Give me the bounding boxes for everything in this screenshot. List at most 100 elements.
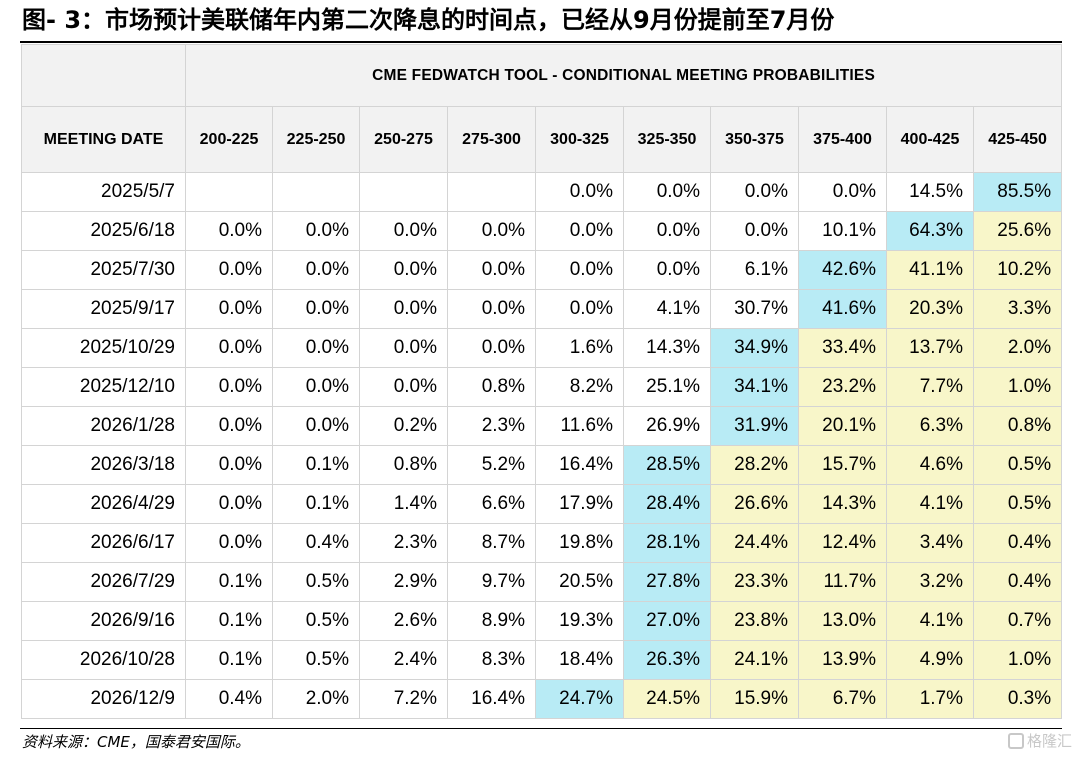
probability-cell: 6.1% — [710, 250, 799, 290]
probability-cell: 0.0% — [447, 211, 536, 251]
probability-cell: 20.3% — [886, 289, 974, 329]
probability-cell: 0.0% — [447, 250, 536, 290]
table-row: 2026/6/17 0.0% 0.4% 2.3% 8.7% 19.8% 28.1% 24.4%… — [21, 523, 1063, 563]
probability-cell: 0.0% — [623, 211, 711, 251]
rate-range-header: 200-225 — [185, 106, 273, 173]
probability-cell: 4.9% — [886, 640, 974, 680]
probability-cell: 0.4% — [272, 523, 360, 563]
probability-cell: 0.1% — [185, 601, 273, 641]
rate-range-header: 375-400 — [798, 106, 887, 173]
probability-cell: 18.4% — [535, 640, 624, 680]
super-header-row: CME FEDWATCH TOOL - CONDITIONAL MEETING … — [21, 44, 1063, 107]
probability-cell: 41.1% — [886, 250, 974, 290]
meeting-date-cell: 2025/10/29 — [21, 328, 186, 368]
probability-cell: 0.0% — [185, 523, 273, 563]
table-row: 2025/9/17 0.0% 0.0% 0.0% 0.0% 0.0% 4.1% 30.7% 41… — [21, 289, 1063, 329]
probability-cell: 2.3% — [447, 406, 536, 446]
probability-cell: 9.7% — [447, 562, 536, 602]
table-row: 2026/9/16 0.1% 0.5% 2.6% 8.9% 19.3% 27.0% 23.8%… — [21, 601, 1063, 641]
probability-cell: 20.5% — [535, 562, 624, 602]
probability-cell: 0.0% — [535, 211, 624, 251]
probability-cell: 0.0% — [359, 211, 448, 251]
probability-cell: 0.0% — [185, 328, 273, 368]
probability-cell: 15.9% — [710, 679, 799, 719]
probability-cell: 33.4% — [798, 328, 887, 368]
table-row: 2026/7/29 0.1% 0.5% 2.9% 9.7% 20.5% 27.8% 23.3%… — [21, 562, 1063, 602]
probability-cell: 4.1% — [886, 484, 974, 524]
meeting-date-cell: 2025/9/17 — [21, 289, 186, 329]
probability-cell: 3.3% — [972, 289, 1063, 329]
super-header: CME FEDWATCH TOOL - CONDITIONAL MEETING … — [184, 44, 1063, 107]
probability-cell: 28.4% — [623, 484, 711, 524]
probability-cell: 0.0% — [185, 289, 273, 329]
probability-cell: 27.8% — [623, 562, 711, 602]
rate-range-header: 225-250 — [272, 106, 360, 173]
rate-range-header: 325-350 — [623, 106, 711, 173]
probability-cell: 7.2% — [359, 679, 448, 719]
probability-cell: 10.1% — [798, 211, 887, 251]
probability-cell: 0.5% — [272, 640, 360, 680]
meeting-date-cell: 2025/7/30 — [21, 250, 186, 290]
probability-cell: 0.0% — [535, 172, 624, 212]
rate-range-header: 300-325 — [535, 106, 624, 173]
probability-cell: 3.4% — [886, 523, 974, 563]
probability-cell: 0.0% — [623, 250, 711, 290]
probability-table: CME FEDWATCH TOOL - CONDITIONAL MEETING … — [21, 44, 1063, 719]
title-divider — [20, 41, 1062, 43]
probability-cell: 34.9% — [710, 328, 799, 368]
meeting-date-cell: 2026/9/16 — [21, 601, 186, 641]
probability-cell: 11.6% — [535, 406, 624, 446]
probability-cell: 0.2% — [359, 406, 448, 446]
probability-cell: 4.1% — [623, 289, 711, 329]
meeting-date-cell: 2026/4/29 — [21, 484, 186, 524]
probability-cell: 1.0% — [972, 367, 1063, 407]
probability-cell: 0.0% — [535, 289, 624, 329]
probability-cell: 23.8% — [710, 601, 799, 641]
probability-cell: 0.4% — [185, 679, 273, 719]
probability-cell: 42.6% — [798, 250, 887, 290]
probability-cell: 24.7% — [535, 679, 624, 719]
probability-cell: 0.0% — [272, 289, 360, 329]
probability-cell: 8.2% — [535, 367, 624, 407]
probability-cell — [272, 172, 360, 212]
meeting-date-cell: 2026/3/18 — [21, 445, 186, 485]
probability-cell: 13.9% — [798, 640, 887, 680]
probability-cell: 0.1% — [185, 562, 273, 602]
probability-cell: 0.8% — [972, 406, 1063, 446]
probability-cell: 0.0% — [272, 250, 360, 290]
rate-range-header: 350-375 — [710, 106, 799, 173]
probability-cell: 0.0% — [359, 328, 448, 368]
meeting-date-cell: 2025/5/7 — [21, 172, 186, 212]
table-row: 2026/4/29 0.0% 0.1% 1.4% 6.6% 17.9% 28.4% 26.6%… — [21, 484, 1063, 524]
probability-cell: 0.0% — [359, 367, 448, 407]
probability-cell: 2.6% — [359, 601, 448, 641]
probability-cell: 0.0% — [185, 367, 273, 407]
probability-cell: 8.7% — [447, 523, 536, 563]
meeting-date-cell: 2026/7/29 — [21, 562, 186, 602]
probability-cell: 0.0% — [798, 172, 887, 212]
probability-cell: 25.1% — [623, 367, 711, 407]
table-row: 2025/10/29 0.0% 0.0% 0.0% 0.0% 1.6% 14.3% 34.9%… — [21, 328, 1063, 368]
probability-cell: 0.3% — [972, 679, 1063, 719]
probability-cell: 11.7% — [798, 562, 887, 602]
probability-cell: 20.1% — [798, 406, 887, 446]
probability-cell: 0.4% — [972, 523, 1063, 563]
probability-cell: 16.4% — [447, 679, 536, 719]
meeting-date-cell: 2025/6/18 — [21, 211, 186, 251]
probability-cell: 0.0% — [185, 445, 273, 485]
source-note: 资料来源：CME，国泰君安国际。 — [22, 733, 250, 751]
probability-cell — [185, 172, 273, 212]
figure-title: 图- 3：市场预计美联储年内第二次降息的时间点，已经从9月份提前至7月份 — [22, 6, 835, 34]
watermark: 格隆汇 — [1007, 730, 1072, 751]
probability-cell: 2.9% — [359, 562, 448, 602]
probability-cell: 19.3% — [535, 601, 624, 641]
probability-cell: 34.1% — [710, 367, 799, 407]
probability-cell: 5.2% — [447, 445, 536, 485]
probability-cell: 0.0% — [185, 406, 273, 446]
watermark-logo-icon — [1007, 732, 1024, 749]
probability-cell: 0.8% — [447, 367, 536, 407]
probability-cell: 8.9% — [447, 601, 536, 641]
probability-cell: 26.3% — [623, 640, 711, 680]
probability-cell: 28.5% — [623, 445, 711, 485]
probability-cell: 0.0% — [623, 172, 711, 212]
